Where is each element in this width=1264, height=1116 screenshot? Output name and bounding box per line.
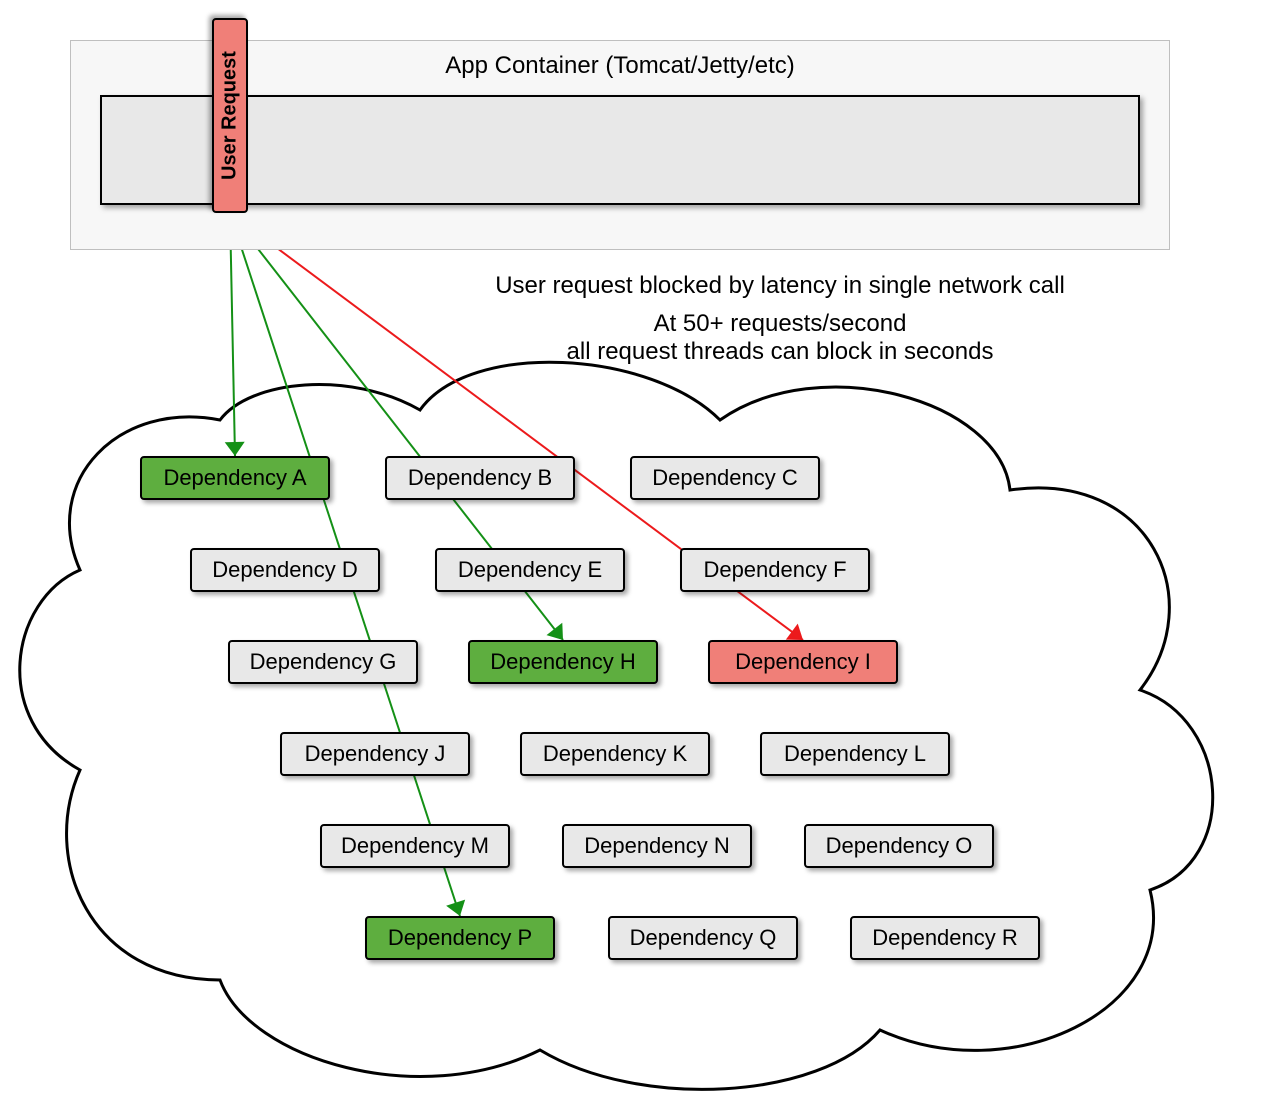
dependency-r-label: Dependency R (872, 925, 1018, 951)
dependency-e-label: Dependency E (458, 557, 602, 583)
dependency-a: Dependency A (140, 456, 330, 500)
dependency-d-label: Dependency D (212, 557, 358, 583)
dependency-q-label: Dependency Q (630, 925, 777, 951)
app-container-title: App Container (Tomcat/Jetty/etc) (320, 52, 920, 80)
dependency-i: Dependency I (708, 640, 898, 684)
dependency-b: Dependency B (385, 456, 575, 500)
dependency-r: Dependency R (850, 916, 1040, 960)
dependency-j-label: Dependency J (305, 741, 446, 767)
dependency-q: Dependency Q (608, 916, 798, 960)
dependency-e: Dependency E (435, 548, 625, 592)
note-line-1: User request blocked by latency in singl… (430, 272, 1130, 300)
dependency-m: Dependency M (320, 824, 510, 868)
dependency-f-label: Dependency F (703, 557, 846, 583)
dependency-p-label: Dependency P (388, 925, 532, 951)
dependency-b-label: Dependency B (408, 465, 552, 491)
dependency-g-label: Dependency G (250, 649, 397, 675)
dependency-h-label: Dependency H (490, 649, 636, 675)
note-line-2: At 50+ requests/second (430, 310, 1130, 338)
dependency-i-label: Dependency I (735, 649, 871, 675)
dependency-o: Dependency O (804, 824, 994, 868)
dependency-k-label: Dependency K (543, 741, 687, 767)
dependency-l-label: Dependency L (784, 741, 926, 767)
dependency-p: Dependency P (365, 916, 555, 960)
dependency-d: Dependency D (190, 548, 380, 592)
dependency-k: Dependency K (520, 732, 710, 776)
dependency-c: Dependency C (630, 456, 820, 500)
note-line-3: all request threads can block in seconds (430, 338, 1130, 366)
dependency-m-label: Dependency M (341, 833, 489, 859)
dependency-n-label: Dependency N (584, 833, 730, 859)
dependency-g: Dependency G (228, 640, 418, 684)
dependency-l: Dependency L (760, 732, 950, 776)
dependency-h: Dependency H (468, 640, 658, 684)
dependency-j: Dependency J (280, 732, 470, 776)
dependency-f: Dependency F (680, 548, 870, 592)
diagram-stage: App Container (Tomcat/Jetty/etc) User Re… (0, 0, 1264, 1116)
dependency-o-label: Dependency O (826, 833, 973, 859)
dependency-a-label: Dependency A (163, 465, 306, 491)
dependency-n: Dependency N (562, 824, 752, 868)
user-request-box: User Request (212, 18, 248, 213)
user-request-label: User Request (219, 51, 242, 180)
dependency-c-label: Dependency C (652, 465, 798, 491)
app-container-inner (100, 95, 1140, 205)
